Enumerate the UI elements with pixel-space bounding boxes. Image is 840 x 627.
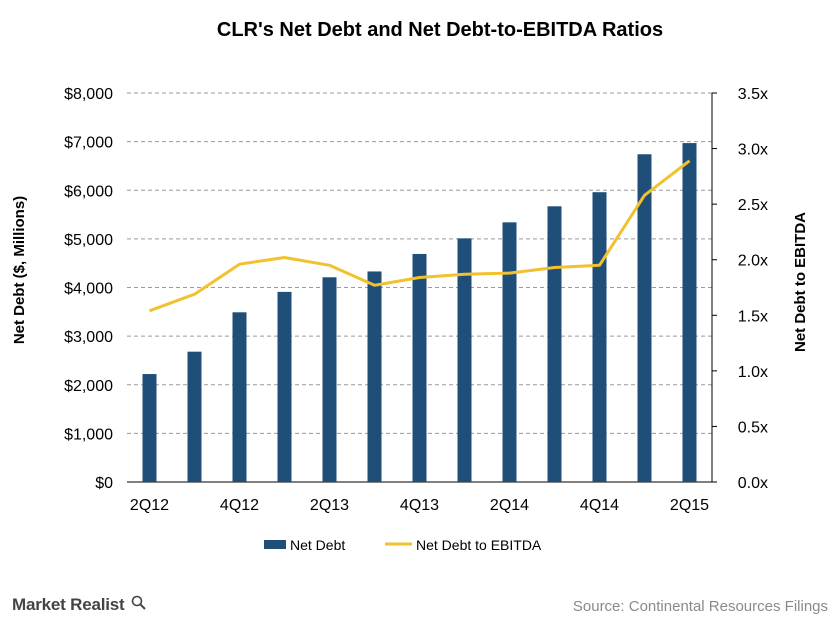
magnifier-icon bbox=[131, 595, 146, 610]
x-tick-label: 4Q12 bbox=[220, 497, 259, 514]
y2-tick-label: 2.5x bbox=[738, 197, 768, 214]
y-tick-label: $5,000 bbox=[64, 232, 113, 249]
bar-2Q13 bbox=[322, 277, 337, 482]
line-series bbox=[148, 159, 691, 313]
brand-logo: Market Realist bbox=[12, 595, 147, 615]
x-tick-label: 2Q14 bbox=[490, 497, 529, 514]
x-tick-label: 2Q12 bbox=[130, 497, 169, 514]
y2-tick-label: 3.5x bbox=[738, 86, 768, 103]
bar-3Q12 bbox=[187, 351, 202, 482]
y2-tick-label: 0.0x bbox=[738, 475, 768, 492]
line-net-debt-to-ebitda bbox=[148, 159, 691, 313]
y-tick-label: $8,000 bbox=[64, 86, 113, 103]
legend-label-net-debt: Net Debt bbox=[290, 537, 345, 553]
bar-3Q14 bbox=[547, 206, 562, 482]
x-tick-label: 4Q13 bbox=[400, 497, 439, 514]
y2-tick-label: 1.0x bbox=[738, 364, 768, 381]
y-tick-label: $4,000 bbox=[64, 281, 113, 298]
y-tick-label: $0 bbox=[95, 475, 113, 492]
x-tick-label: 2Q13 bbox=[310, 497, 349, 514]
y2-tick-label: 3.0x bbox=[738, 142, 768, 159]
bar-2Q14 bbox=[502, 222, 517, 482]
y-tick-label: $6,000 bbox=[64, 183, 113, 200]
y-tick-label: $2,000 bbox=[64, 378, 113, 395]
x-tick-label: 2Q15 bbox=[670, 497, 709, 514]
legend-swatch-net-debt bbox=[264, 540, 286, 549]
chart-title: CLR's Net Debt and Net Debt-to-EBITDA Ra… bbox=[217, 19, 663, 41]
source-note: Source: Continental Resources Filings bbox=[572, 598, 828, 615]
legend: Net Debt Net Debt to EBITDA bbox=[264, 537, 542, 553]
y-axis-right-title: Net Debt to EBITDA bbox=[792, 212, 809, 352]
x-tick-label: 4Q14 bbox=[580, 497, 619, 514]
bar-series bbox=[142, 143, 697, 483]
y2-tick-label: 2.0x bbox=[738, 253, 768, 270]
y-axis-left-ticks: $0 $1,000 $2,000 $3,000 $4,000 $5,000 $6,000 $7… bbox=[64, 86, 113, 492]
y-axis-left-title: Net Debt ($, Millions) bbox=[11, 196, 28, 344]
bar-2Q15 bbox=[682, 143, 697, 483]
brand-name: Market Realist bbox=[12, 595, 125, 614]
bar-1Q14 bbox=[457, 238, 472, 482]
bar-4Q14 bbox=[592, 192, 607, 482]
y-tick-label: $1,000 bbox=[64, 426, 113, 443]
bar-2Q12 bbox=[142, 374, 157, 482]
legend-label-ebitda: Net Debt to EBITDA bbox=[416, 537, 542, 553]
y-tick-label: $3,000 bbox=[64, 329, 113, 346]
y-tick-label: $7,000 bbox=[64, 135, 113, 152]
bar-4Q13 bbox=[412, 253, 427, 482]
x-axis-ticks: 2Q12 4Q12 2Q13 4Q13 2Q14 4Q14 2Q15 bbox=[130, 497, 709, 514]
bar-3Q13 bbox=[367, 271, 382, 482]
bar-1Q15 bbox=[637, 154, 652, 482]
bar-1Q13 bbox=[277, 291, 292, 482]
y-axis-right-ticks: 0.0x 0.5x 1.0x 1.5x 2.0x 2.5x 3.0x 3.5x bbox=[738, 86, 768, 492]
y2-tick-label: 0.5x bbox=[738, 419, 768, 436]
bar-4Q12 bbox=[232, 312, 247, 482]
y2-tick-label: 1.5x bbox=[738, 308, 768, 325]
